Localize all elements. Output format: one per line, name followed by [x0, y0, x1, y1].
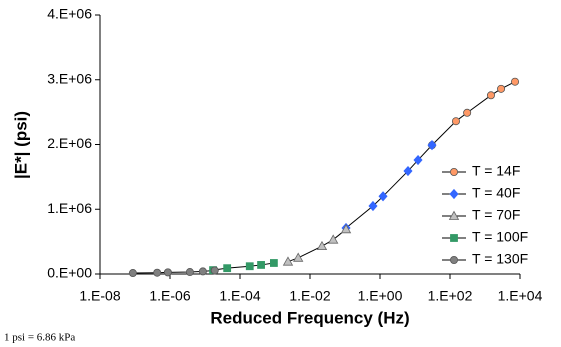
data-point — [282, 256, 294, 266]
x-tick-label: 1.E-08 — [79, 288, 120, 304]
legend-marker — [449, 167, 458, 176]
data-point — [497, 84, 506, 93]
legend-label: T = 14F — [472, 163, 520, 179]
data-point — [153, 268, 162, 277]
footnote: 1 psi = 6.86 kPa — [4, 332, 75, 344]
data-point — [257, 261, 265, 269]
data-point — [463, 108, 472, 117]
y-tick-label: 0.E+00 — [47, 265, 92, 281]
series-line — [345, 144, 433, 229]
y-tick-label: 4.E+06 — [47, 6, 92, 22]
data-point — [293, 252, 304, 262]
data-point — [223, 264, 232, 273]
data-point — [210, 266, 219, 275]
legend-marker — [449, 188, 459, 200]
x-tick-label: 1.E+04 — [498, 288, 543, 304]
data-point — [486, 91, 495, 100]
data-point — [368, 200, 378, 212]
x-tick-label: 1.E-02 — [289, 288, 330, 304]
x-tick-label: 1.E-06 — [149, 288, 190, 304]
data-point — [340, 224, 352, 234]
x-tick-label: 1.E+02 — [428, 288, 473, 304]
y-axis-title: |E*| (psi) — [11, 111, 30, 179]
data-point — [198, 267, 207, 276]
legend-label: T = 100F — [472, 229, 528, 245]
x-axis-title: Reduced Frequency (Hz) — [210, 308, 409, 327]
legend-marker — [450, 234, 458, 242]
data-point — [245, 262, 254, 271]
legend-label: T = 130F — [472, 251, 528, 267]
y-tick-label: 2.E+06 — [47, 135, 92, 151]
data-point — [403, 165, 413, 177]
legend-marker — [449, 255, 458, 264]
data-point — [185, 268, 194, 277]
y-tick-label: 3.E+06 — [47, 70, 92, 86]
data-point — [316, 240, 328, 251]
legend-label: T = 70F — [472, 207, 520, 223]
data-point — [328, 234, 339, 244]
data-point — [269, 259, 278, 267]
y-tick-label: 1.E+06 — [47, 200, 92, 216]
legend-marker — [448, 210, 460, 220]
data-point — [163, 268, 172, 277]
data-point — [128, 269, 137, 278]
data-point — [378, 191, 388, 202]
legend-label: T = 40F — [472, 185, 520, 201]
data-point — [427, 140, 437, 151]
data-point — [511, 77, 520, 86]
data-point — [413, 154, 423, 166]
x-tick-label: 1.E+00 — [358, 288, 403, 304]
x-tick-label: 1.E-04 — [219, 288, 260, 304]
data-point — [451, 117, 460, 126]
